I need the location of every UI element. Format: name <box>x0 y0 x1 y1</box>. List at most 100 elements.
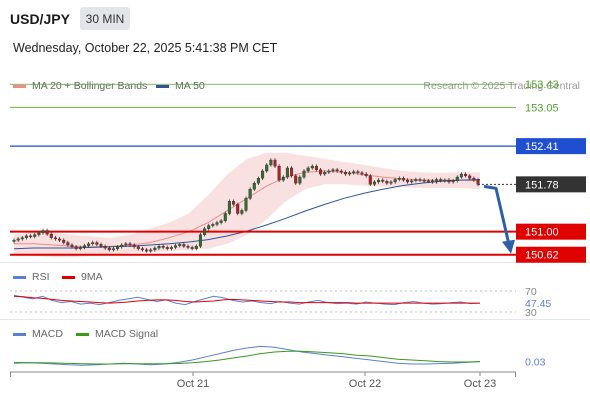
candle-body <box>211 224 215 226</box>
last-price-tag <box>516 176 586 193</box>
candle-body <box>107 247 111 251</box>
rsi-tick-label: 30 <box>525 307 537 319</box>
candle-body <box>310 165 314 169</box>
candle-body <box>174 245 178 248</box>
candle-body <box>430 180 434 183</box>
legend-macd-signal: MACD Signal <box>76 328 158 340</box>
rsi-9ma-line <box>13 295 480 304</box>
candle-body <box>207 225 211 229</box>
pair-title: USD/JPY <box>10 11 70 27</box>
candle-body <box>91 242 95 245</box>
candle-body <box>468 175 472 179</box>
candle-body <box>99 244 103 247</box>
candle-body <box>439 179 443 181</box>
candle-body <box>24 235 28 238</box>
candle-body <box>136 246 140 249</box>
candle-body <box>335 169 339 172</box>
legend-rsi: RSI <box>13 271 50 283</box>
candle-body <box>281 176 285 181</box>
candle-body <box>364 173 368 177</box>
candle-body <box>248 188 252 199</box>
legend-9ma-label: 9MA <box>81 271 103 283</box>
candle-body <box>459 173 463 178</box>
candle-body <box>435 179 439 183</box>
candle-body <box>285 167 289 178</box>
candle-body <box>277 165 281 181</box>
forecast-arrowhead <box>502 239 515 254</box>
macd-signal-line <box>13 350 481 365</box>
candle-body <box>227 201 231 214</box>
candle-body <box>70 244 74 248</box>
candle-body <box>194 246 198 249</box>
legend-rsi-9ma: 9MA <box>62 271 103 283</box>
candle-body <box>62 239 66 243</box>
candle-body <box>58 238 62 241</box>
candle-body <box>87 243 91 246</box>
legend-macd-signal-swatch <box>76 332 89 336</box>
candle-body <box>186 246 190 248</box>
candle-body <box>178 244 182 246</box>
legend-ma20-label: MA 20 + Bollinger Bands <box>32 80 148 92</box>
candle-body <box>232 201 236 205</box>
candle-body <box>348 172 352 175</box>
candle-body <box>464 173 468 177</box>
candle-body <box>356 171 360 174</box>
candle-body <box>401 178 405 181</box>
candle-body <box>372 181 376 185</box>
candle-body <box>319 169 323 175</box>
candle-body <box>273 159 277 167</box>
candle-body <box>244 198 248 211</box>
candle-body <box>410 180 414 183</box>
candle-body <box>314 165 318 170</box>
legend-ma50: MA 50 <box>156 80 205 92</box>
legend-rsi-label: RSI <box>32 271 50 283</box>
forecast-arrow <box>483 184 511 246</box>
macd-line <box>13 345 481 366</box>
candle-body <box>269 159 273 166</box>
legend-ma50-swatch <box>156 84 169 88</box>
legend-macd: MACD <box>13 328 63 340</box>
candle-body <box>66 242 70 246</box>
candle-body <box>447 179 451 183</box>
datetime-label: Wednesday, October 22, 2025 5:41:38 PM C… <box>13 41 278 55</box>
candle-body <box>327 170 331 173</box>
legend-rsi-swatch <box>13 275 26 279</box>
candle-body <box>368 175 372 185</box>
candle-body <box>78 247 82 249</box>
candle-body <box>128 243 132 246</box>
level-label-pivot: 152.41 <box>525 141 559 153</box>
candle-body <box>339 170 343 173</box>
legend-ma50-label: MA 50 <box>175 80 205 92</box>
candle-body <box>124 243 128 246</box>
candle-body <box>41 230 45 234</box>
level-tag-support <box>516 223 586 240</box>
candle-body <box>120 244 124 248</box>
candle-body <box>377 179 381 183</box>
candle-body <box>223 213 227 221</box>
research-note: Research © 2025 Trading Central <box>423 80 580 92</box>
candle-body <box>95 242 99 245</box>
legend-macd-swatch <box>13 332 26 336</box>
timeframe-button[interactable]: 30 MIN <box>80 7 130 30</box>
legend-macd-signal-label: MACD Signal <box>95 328 159 340</box>
legend-macd-label: MACD <box>32 328 63 340</box>
candle-body <box>414 179 418 181</box>
level-label-support: 151.00 <box>525 227 559 239</box>
candle-body <box>45 230 49 235</box>
candle-body <box>149 249 153 252</box>
candle-body <box>306 167 310 172</box>
candle-body <box>261 170 265 179</box>
macd-panel: 0.03 <box>13 345 546 369</box>
legend-ma20: MA 20 + Bollinger Bands <box>13 80 147 92</box>
candle-body <box>265 164 269 172</box>
candle-body <box>302 170 306 178</box>
candle-body <box>256 178 260 184</box>
candle-body <box>418 179 422 181</box>
last-price-label: 151.78 <box>525 179 559 191</box>
candle-body <box>219 220 223 223</box>
candle-body <box>426 180 430 182</box>
candle-body <box>290 167 294 177</box>
legend-ma20-swatch <box>13 84 26 88</box>
